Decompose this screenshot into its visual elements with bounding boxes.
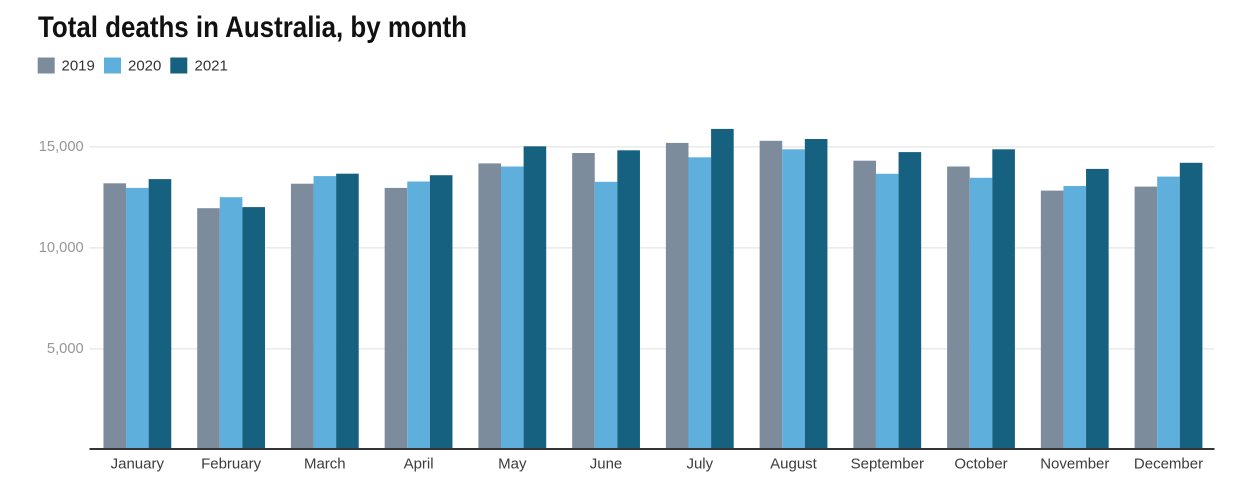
- svg-text:Total deaths in Australia, by: Total deaths in Australia, by month: [38, 11, 467, 44]
- svg-text:September: September: [851, 456, 924, 473]
- svg-text:2019: 2019: [62, 58, 95, 75]
- svg-text:October: October: [954, 456, 1007, 473]
- svg-text:2021: 2021: [195, 58, 228, 75]
- svg-text:2020: 2020: [128, 58, 161, 75]
- svg-text:December: December: [1134, 456, 1203, 473]
- svg-text:June: June: [590, 456, 623, 473]
- svg-text:November: November: [1040, 456, 1109, 473]
- svg-text:August: August: [770, 456, 818, 473]
- svg-text:10,000: 10,000: [39, 240, 84, 256]
- svg-text:January: January: [111, 456, 165, 473]
- svg-text:February: February: [201, 456, 262, 473]
- svg-text:May: May: [498, 456, 527, 473]
- svg-text:March: March: [304, 456, 346, 473]
- svg-text:July: July: [686, 456, 713, 473]
- svg-text:15,000: 15,000: [39, 139, 84, 155]
- svg-text:5,000: 5,000: [47, 341, 84, 357]
- svg-text:April: April: [404, 456, 434, 473]
